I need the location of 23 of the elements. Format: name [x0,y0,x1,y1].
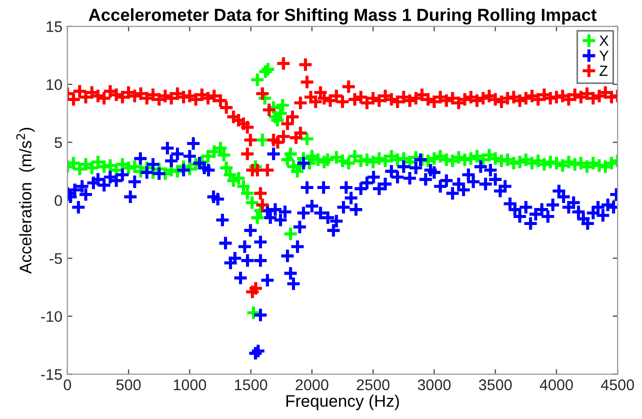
x-tick-label: 3500 [478,379,512,390]
x-axis-title: Frequency (Hz) [286,394,399,410]
y-tick-label: -10 [41,311,62,322]
chart-title: Accelerometer Data for Shifting Mass 1 During Rolling Impact [88,8,597,25]
y-tick-label: -5 [50,253,62,264]
x-tick-label: 3000 [418,379,451,390]
y-tick-label: 5 [54,137,62,148]
x-tick-label: 500 [116,379,141,390]
x-tick-label: 2000 [296,379,328,390]
legend-label: Z [600,66,608,76]
y-tick-label: 0 [54,195,62,206]
legend-label: Y [599,50,609,61]
x-tick-label: 1500 [234,379,268,390]
legend-label: X [599,36,609,46]
x-tick-label: 0 [64,379,72,390]
x-tick-label: 2500 [356,379,390,390]
y-tick-label: 15 [46,21,62,32]
x-tick-label: 4500 [600,379,634,390]
x-tick-label: 1000 [174,379,206,390]
y-tick-label: 10 [46,79,62,90]
y-tick-label: -15 [41,369,62,380]
x-tick-label: 4000 [540,379,573,390]
y-axis-title: Acceleration (m/s$^{2}$) [16,128,35,274]
